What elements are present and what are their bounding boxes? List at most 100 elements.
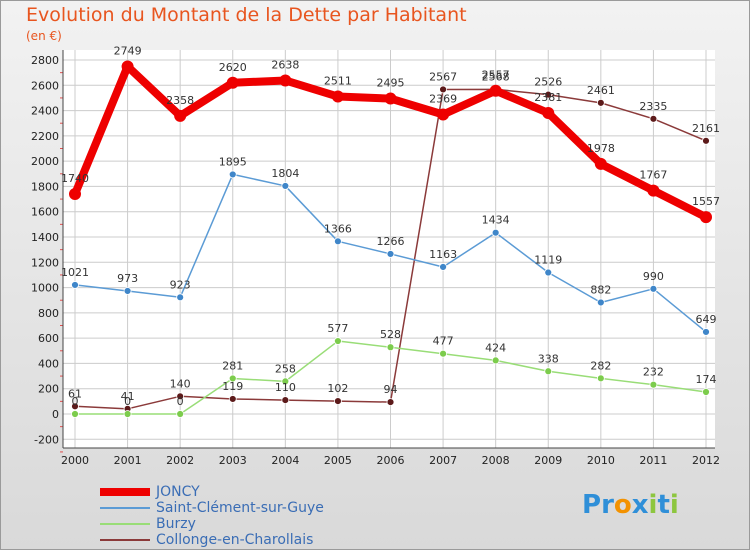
logo-letter: x: [631, 490, 649, 520]
y-tick-label: 2200: [31, 130, 59, 143]
data-label-collonge-en-charollais: 61: [68, 387, 82, 400]
data-label-saint-clement-sur-guye: 1163: [429, 248, 457, 261]
data-point-saint-clement-sur-guye: [386, 250, 395, 258]
legend-label: Collonge-en-Charollais: [156, 532, 314, 548]
data-label-joncy: 2749: [114, 44, 142, 57]
data-point-collonge-en-charollais: [281, 396, 290, 404]
data-point-joncy: [647, 184, 660, 197]
data-point-burzy: [71, 410, 79, 418]
data-label-joncy: 2358: [166, 94, 194, 107]
y-tick-label: 2600: [31, 79, 59, 92]
x-tick-label: 2005: [324, 454, 352, 467]
data-point-collonge-en-charollais: [386, 398, 395, 407]
data-point-saint-clement-sur-guye: [596, 298, 605, 307]
data-point-joncy: [542, 106, 555, 119]
y-tick-label: 2800: [31, 54, 59, 67]
data-point-saint-clement-sur-guye: [491, 228, 500, 237]
data-label-saint-clement-sur-guye: 1021: [61, 266, 89, 279]
x-tick-label: 2002: [166, 454, 194, 467]
data-label-joncy: 2511: [324, 75, 352, 88]
data-point-joncy: [437, 108, 450, 121]
data-label-joncy: 2557: [482, 69, 510, 82]
data-point-burzy: [649, 380, 658, 389]
data-label-burzy: 424: [485, 341, 506, 354]
data-label-joncy: 2369: [429, 92, 457, 105]
y-tick-label: 1000: [31, 282, 59, 295]
data-label-collonge-en-charollais: 2567: [429, 70, 457, 83]
data-point-collonge-en-charollais: [649, 114, 658, 123]
axes: -200020040060080010001200140016001800200…: [31, 50, 720, 467]
y-tick-label: 1400: [31, 231, 59, 244]
data-label-saint-clement-sur-guye: 973: [117, 272, 138, 285]
data-point-joncy: [384, 92, 397, 105]
data-point-collonge-en-charollais: [176, 392, 185, 401]
data-point-collonge-en-charollais: [544, 90, 553, 99]
x-tick-label: 2011: [639, 454, 667, 467]
data-point-burzy: [386, 343, 395, 352]
logo-letter: o: [613, 490, 632, 520]
logo-letter: t: [657, 490, 670, 520]
data-point-saint-clement-sur-guye: [123, 287, 132, 295]
x-tick-label: 2004: [271, 454, 299, 467]
proxiti-logo: Proxiti: [582, 490, 679, 520]
data-point-joncy: [226, 76, 239, 89]
data-label-collonge-en-charollais: 2161: [692, 122, 720, 135]
data-label-joncy: 2620: [219, 61, 247, 74]
data-label-burzy: 338: [538, 352, 559, 365]
legend-item-burzy: Burzy: [100, 516, 420, 532]
y-tick-label: 400: [38, 357, 59, 370]
grid: [63, 50, 715, 448]
data-label-burzy: 174: [696, 373, 717, 386]
data-label-burzy: 232: [643, 366, 664, 379]
data-point-joncy: [121, 60, 134, 73]
data-point-saint-clement-sur-guye: [439, 263, 447, 271]
logo-letter: i: [648, 490, 658, 520]
data-label-burzy: 528: [380, 328, 401, 341]
chart-title: Evolution du Montant de la Dette par Hab…: [26, 4, 467, 26]
data-label-burzy: 577: [327, 322, 348, 335]
data-label-collonge-en-charollais: 2526: [534, 76, 562, 89]
data-point-collonge-en-charollais: [702, 136, 710, 145]
data-label-burzy: 281: [222, 359, 243, 372]
legend-item-joncy: JONCY: [100, 484, 420, 500]
legend-item-collonge: Collonge-en-Charollais: [100, 532, 420, 548]
data-point-burzy: [702, 388, 710, 396]
data-label-joncy: 1767: [639, 169, 667, 182]
data-label-joncy: 1557: [692, 195, 720, 208]
data-point-burzy: [596, 374, 605, 383]
plot-area: [63, 50, 715, 448]
data-point-burzy: [544, 367, 553, 376]
data-label-saint-clement-sur-guye: 649: [696, 313, 717, 326]
x-tick-label: 2009: [534, 454, 562, 467]
data-point-joncy: [489, 84, 502, 97]
data-point-burzy: [176, 410, 185, 418]
data-label-joncy: 1978: [587, 142, 615, 155]
data-label-saint-clement-sur-guye: 1434: [482, 214, 510, 227]
y-tick-label: 0: [52, 408, 59, 421]
x-tick-label: 2010: [587, 454, 615, 467]
data-label-collonge-en-charollais: 2335: [639, 100, 667, 113]
data-label-burzy: 258: [275, 362, 296, 375]
data-label-saint-clement-sur-guye: 1119: [534, 254, 562, 267]
data-label-joncy: 1740: [61, 172, 89, 185]
data-point-burzy: [439, 349, 447, 358]
data-label-saint-clement-sur-guye: 990: [643, 270, 664, 283]
data-label-collonge-en-charollais: 102: [327, 382, 348, 395]
legend-label: JONCY: [156, 484, 200, 500]
data-point-burzy: [123, 410, 132, 418]
data-point-joncy: [279, 74, 292, 87]
data-point-joncy: [331, 90, 344, 103]
data-point-saint-clement-sur-guye: [649, 284, 658, 293]
data-label-joncy: 2638: [271, 58, 299, 71]
line-chart: -200020040060080010001200140016001800200…: [31, 44, 720, 467]
y-tick-label: 2000: [31, 155, 59, 168]
y-tick-label: 1800: [31, 180, 59, 193]
data-point-joncy: [700, 211, 712, 224]
x-tick-label: 2000: [61, 454, 89, 467]
data-label-saint-clement-sur-guye: 1366: [324, 222, 352, 235]
data-point-collonge-en-charollais: [71, 402, 79, 411]
data-point-burzy: [281, 377, 290, 386]
data-point-burzy: [334, 337, 342, 345]
x-tick-label: 2003: [219, 454, 247, 467]
data-label-saint-clement-sur-guye: 923: [170, 278, 191, 291]
